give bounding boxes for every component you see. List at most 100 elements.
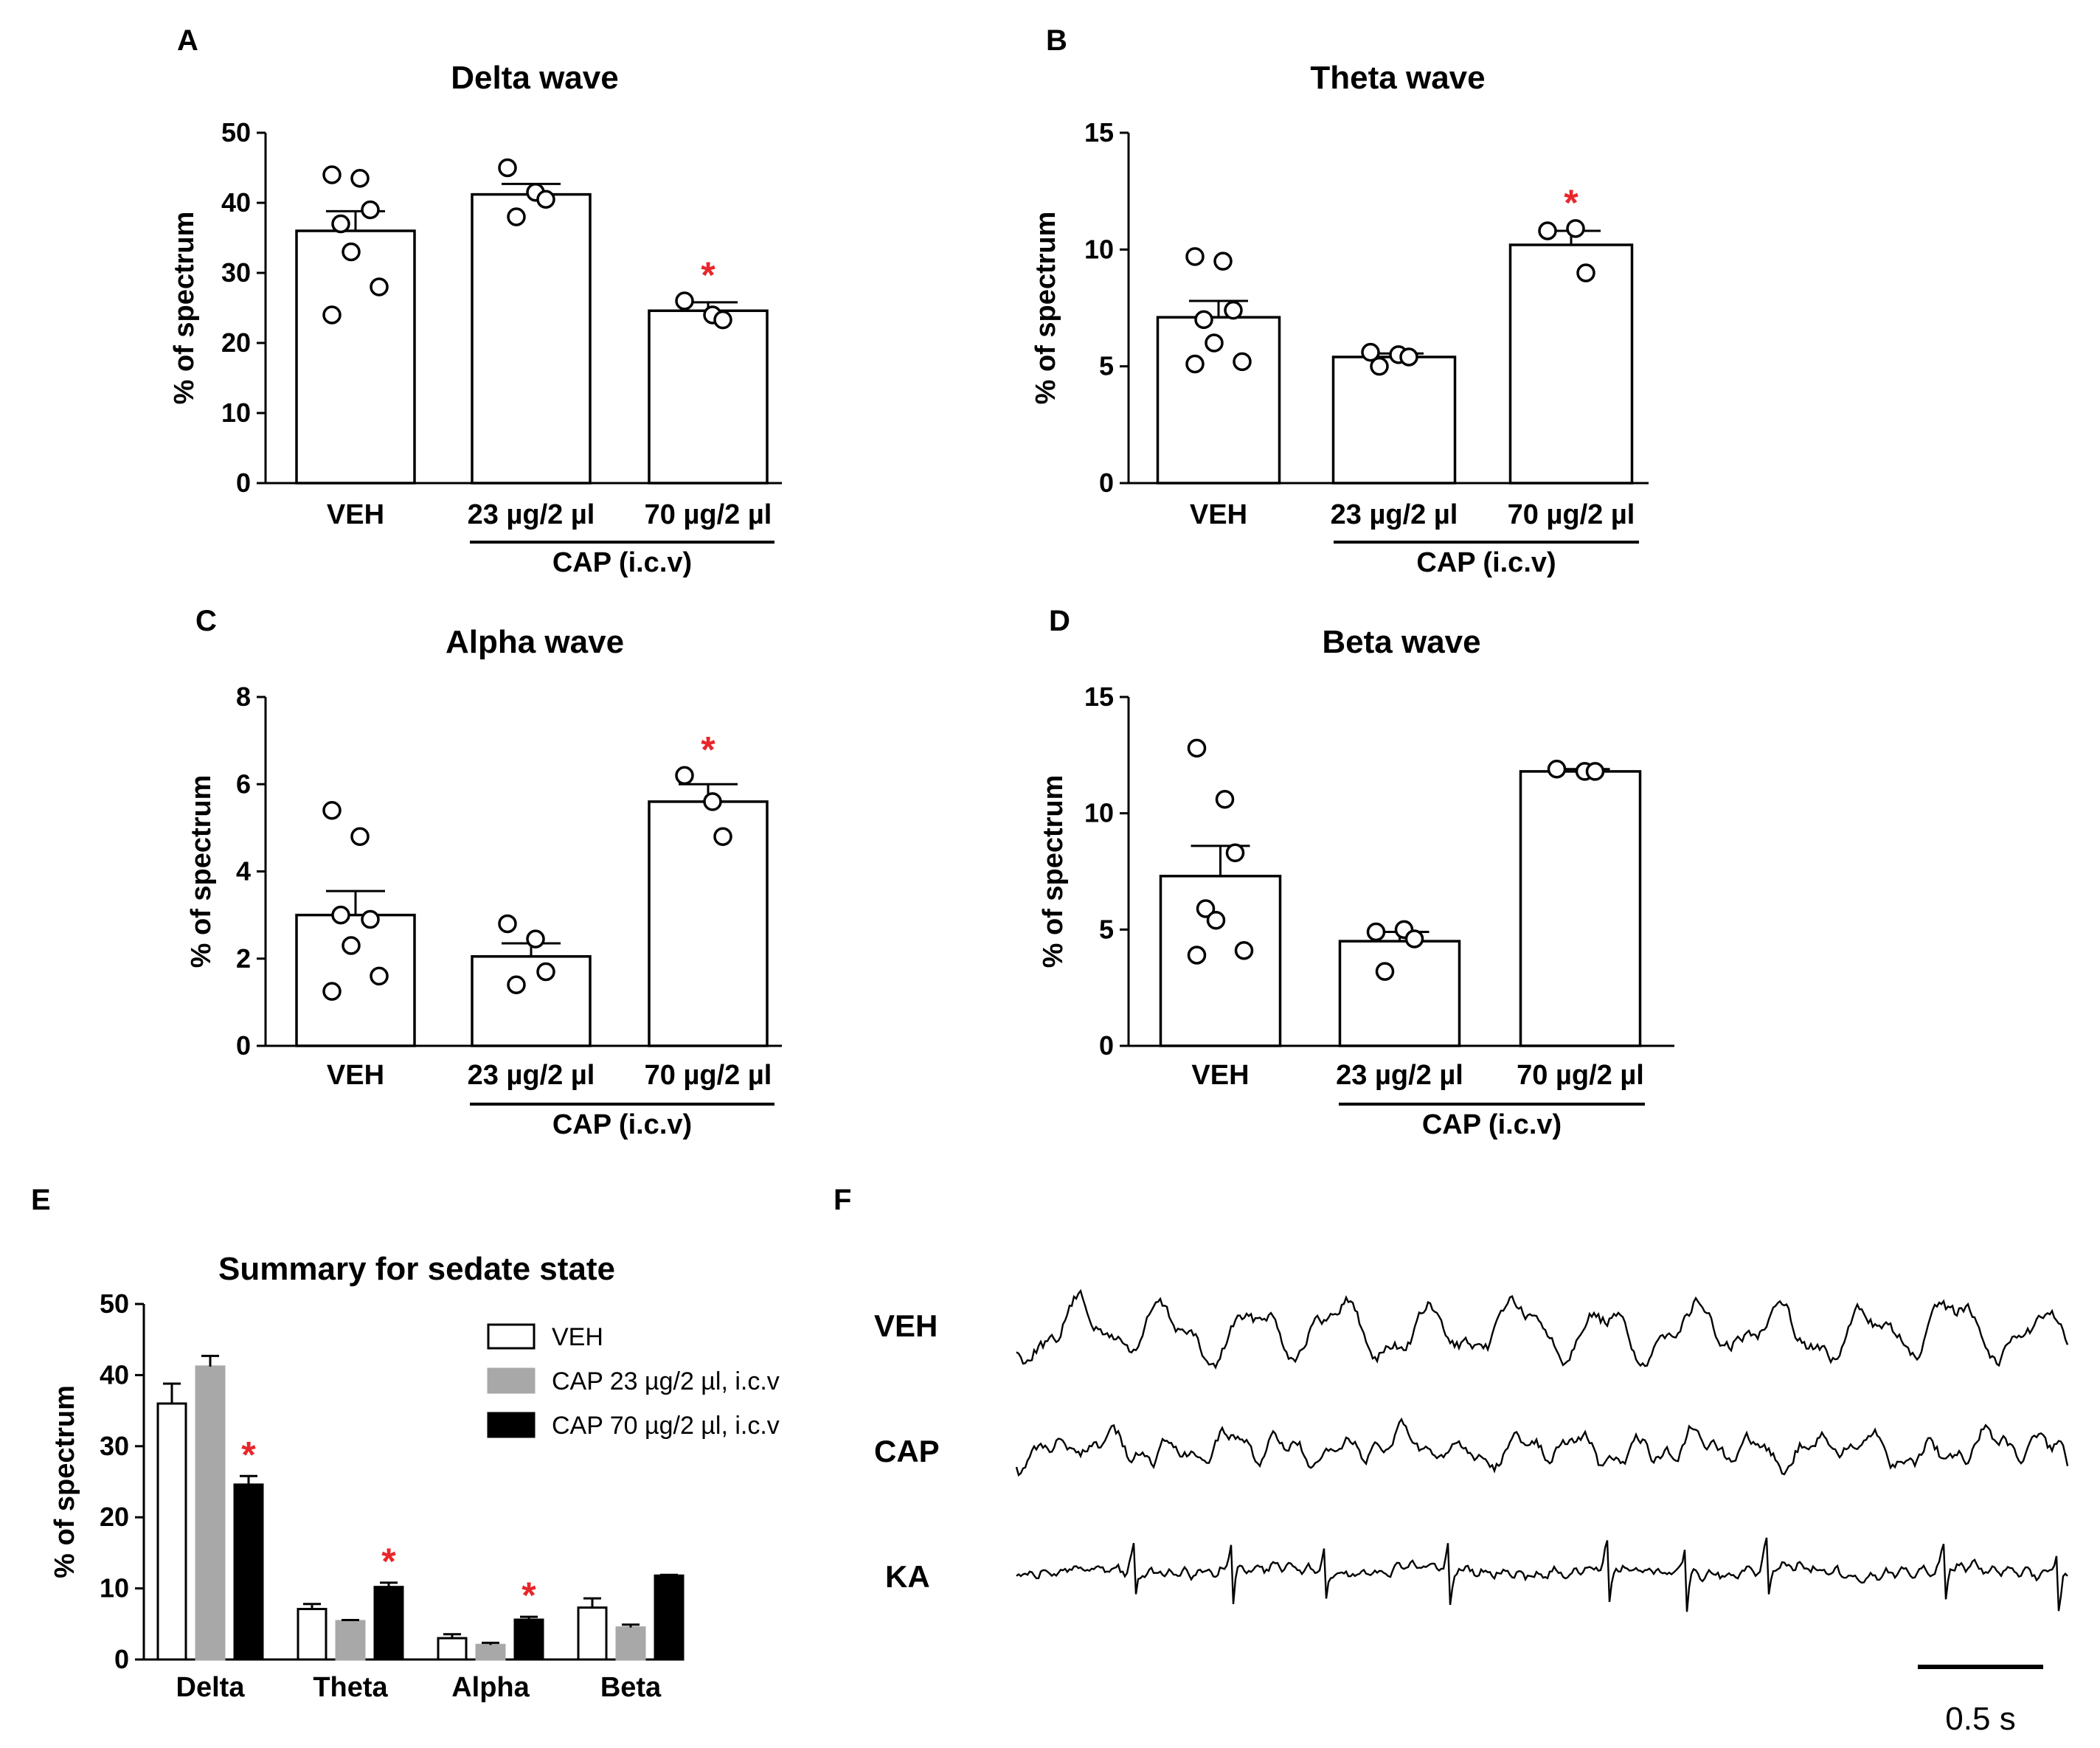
c-data-point (536, 962, 555, 982)
panel-label-f: F (834, 1184, 851, 1216)
c-data-point (370, 966, 389, 986)
e-legend-label: CAP 70 µg/2 µl, i.c.v (552, 1412, 780, 1440)
e-bar (156, 1402, 187, 1661)
c-data-point (713, 827, 732, 846)
c-category-label: 70 µg/2 µl (645, 1060, 772, 1091)
e-legend-swatch (487, 1367, 536, 1394)
a-bar (471, 193, 592, 485)
a-data-point (498, 158, 517, 178)
a-data-point (322, 305, 342, 325)
e-bar (373, 1586, 404, 1661)
panel-b-theta-chart: Theta wave 0 5 10 15 % of spectrum VEH 23 µg/2 … (1030, 60, 1649, 578)
c-y-tick-label: 4 (236, 856, 251, 887)
b-data-point (1361, 342, 1380, 362)
trace-label-ka: KA (885, 1559, 930, 1594)
c-y-tick-label: 8 (236, 681, 251, 712)
e-legend-swatch (487, 1412, 536, 1438)
e-bar (475, 1643, 506, 1661)
d-category-label: 70 µg/2 µl (1517, 1060, 1644, 1091)
d-y-tick-label: 5 (1099, 914, 1114, 944)
a-y-tick-label: 20 (221, 327, 251, 358)
e-y-tick-label: 20 (100, 1502, 129, 1532)
d-data-point (1234, 940, 1254, 960)
c-data-point (675, 766, 694, 785)
b-data-point (1205, 333, 1224, 353)
b-significance-star: * (1564, 182, 1579, 223)
panel-f-eeg-traces: VEH CAP KA 0.5 s (874, 1289, 2069, 1737)
a-y-tick-label: 10 (221, 398, 251, 428)
a-category-label: VEH (327, 499, 384, 530)
e-bar (513, 1618, 544, 1661)
d-data-point (1196, 899, 1216, 918)
c-category-label: VEH (327, 1060, 384, 1091)
e-legend-label: VEH (552, 1323, 603, 1351)
panel-d-beta-chart: Beta wave 0 5 10 15 % of spectrum VEH 23 µg/2 µ… (1038, 624, 1674, 1140)
c-data-point (507, 975, 526, 994)
e-y-tick-label: 40 (100, 1359, 129, 1390)
panel-c-alpha-chart: Alpha wave 0 2 4 6 8 % of spectrum VEH 23 µg/2 µ… (186, 624, 782, 1140)
d-data-point (1225, 843, 1245, 863)
a-y-axis-label: % of spectrum (169, 212, 200, 405)
e-bar (577, 1606, 608, 1661)
e-y-axis-label: % of spectrum (49, 1385, 80, 1578)
d-data-point (1215, 789, 1235, 809)
a-category-label: 23 µg/2 µl (468, 499, 595, 530)
e-bar (297, 1608, 328, 1661)
a-data-point (350, 169, 370, 188)
eeg-trace-ka (1016, 1537, 2068, 1612)
e-legend-label: CAP 23 µg/2 µl, i.c.v (552, 1367, 780, 1395)
a-data-point (331, 214, 350, 234)
e-category-label: Alpha (451, 1672, 530, 1703)
panel-e-summary-chart: Summary for sedate state 0 10 20 30 40 50 % of … (49, 1251, 780, 1703)
c-y-tick-label: 0 (236, 1030, 251, 1061)
d-chart-title: Beta wave (1322, 624, 1480, 660)
d-y-tick-label: 0 (1099, 1030, 1114, 1061)
panel-label-a: A (177, 24, 198, 57)
c-data-point (322, 982, 342, 1001)
b-data-point (1194, 310, 1213, 330)
e-category-label: Beta (600, 1672, 662, 1703)
c-data-point (703, 792, 722, 811)
c-group-label: CAP (i.c.v) (552, 1109, 692, 1140)
a-data-point (322, 165, 342, 184)
panel-label-d: D (1049, 605, 1070, 637)
eeg-trace-veh (1016, 1289, 2069, 1370)
c-bar (648, 800, 769, 1047)
d-group-label: CAP (i.c.v) (1422, 1109, 1562, 1140)
b-bar (1331, 356, 1457, 485)
c-bar (471, 955, 592, 1047)
e-y-tick-label: 30 (100, 1431, 129, 1461)
e-significance-star: * (381, 1541, 396, 1582)
b-category-label: 23 µg/2 µl (1331, 499, 1458, 530)
d-data-point (1404, 929, 1424, 948)
trace-label-veh: VEH (874, 1308, 938, 1343)
a-data-point (370, 277, 389, 296)
c-data-point (350, 827, 370, 846)
e-category-label: Theta (313, 1672, 388, 1703)
eeg-trace-cap (1015, 1417, 2069, 1477)
b-data-point (1233, 352, 1252, 372)
a-y-tick-label: 50 (221, 117, 251, 148)
b-category-label: VEH (1190, 499, 1247, 530)
b-y-tick-label: 15 (1084, 117, 1114, 148)
c-data-point (526, 929, 545, 948)
b-data-point (1399, 347, 1418, 367)
e-bar (654, 1574, 685, 1661)
b-y-tick-label: 0 (1099, 468, 1114, 498)
a-category-label: 70 µg/2 µl (645, 499, 772, 530)
c-data-point (498, 914, 517, 934)
b-chart-title: Theta wave (1310, 60, 1485, 96)
b-data-point (1185, 247, 1205, 266)
a-bar (295, 229, 416, 485)
a-y-tick-label: 0 (236, 468, 251, 498)
a-data-point (361, 200, 380, 220)
b-y-tick-label: 10 (1084, 234, 1114, 264)
e-significance-star: * (241, 1434, 256, 1475)
d-data-point (1547, 760, 1567, 779)
b-data-point (1185, 354, 1205, 374)
b-category-label: 70 µg/2 µl (1508, 499, 1635, 530)
e-bar (335, 1620, 366, 1661)
panel-a-delta-chart: Delta wave 0 10 20 30 40 50 % of spectrum VEH 23 … (169, 60, 782, 578)
trace-label-cap: CAP (874, 1434, 940, 1468)
